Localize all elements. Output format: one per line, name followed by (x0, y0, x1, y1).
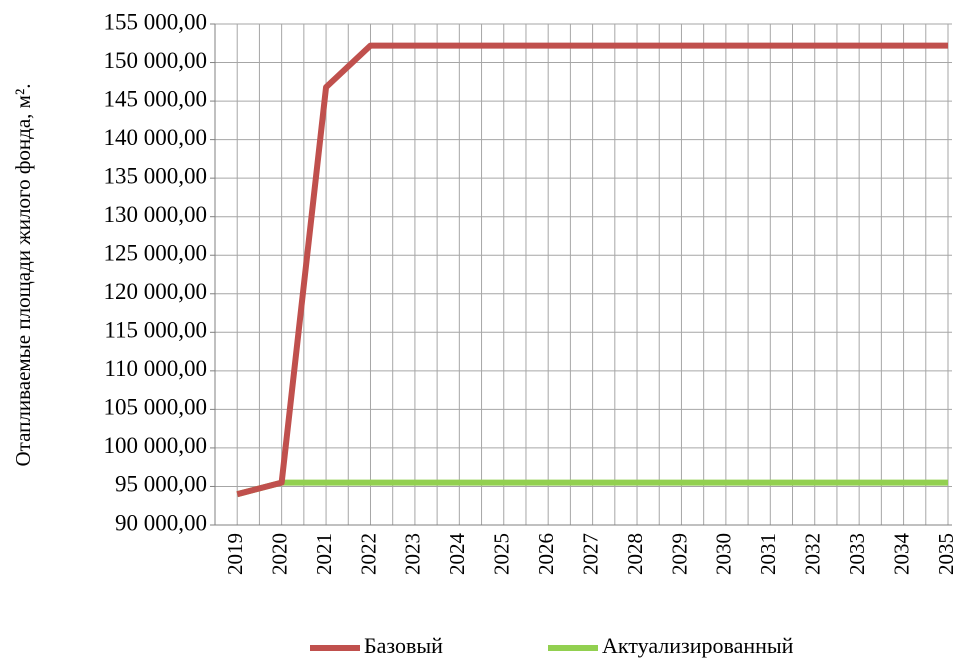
y-tick-label: 120 000,00 (104, 279, 208, 304)
x-tick-label: 2020 (267, 533, 291, 575)
series-line (236, 42, 948, 498)
y-tick-label: 135 000,00 (104, 163, 208, 188)
x-tick-label: 2029 (667, 533, 691, 575)
x-tick-label: 2028 (623, 533, 647, 575)
series-line (236, 479, 948, 498)
y-tick-label: 155 000,00 (104, 9, 208, 34)
x-tick-label: 2031 (756, 533, 780, 575)
legend-label: Актуализированный (602, 633, 794, 658)
x-tick-label: 2030 (712, 533, 736, 575)
y-tick-label: 95 000,00 (115, 472, 207, 497)
y-tick-label: 130 000,00 (104, 202, 208, 227)
x-tick-label: 2022 (356, 533, 380, 575)
y-tick-label: 90 000,00 (115, 510, 207, 535)
x-tick-label: 2024 (445, 533, 469, 576)
x-tick-label: 2032 (801, 533, 825, 575)
x-tick-label: 2035 (934, 533, 958, 575)
x-tick-label: 2021 (312, 533, 336, 575)
x-tick-label: 2027 (578, 533, 602, 575)
y-tick-label: 140 000,00 (104, 125, 208, 150)
y-tick-label: 150 000,00 (104, 48, 208, 73)
x-tick-label: 2026 (534, 533, 558, 575)
y-tick-label: 125 000,00 (104, 241, 208, 266)
y-tick-label: 100 000,00 (104, 433, 208, 458)
legend-label: Базовый (364, 633, 443, 658)
x-tick-label: 2033 (845, 533, 869, 575)
x-tick-label: 2025 (490, 533, 514, 575)
y-tick-label: 105 000,00 (104, 395, 208, 420)
x-tick-label: 2023 (401, 533, 425, 575)
y-tick-label: 110 000,00 (104, 356, 207, 381)
y-axis-title: Отапливаемые площади жилого фонда, м². (11, 84, 35, 467)
x-tick-label: 2034 (889, 533, 913, 576)
y-tick-label: 115 000,00 (104, 318, 207, 343)
x-tick-label: 2019 (223, 533, 247, 575)
y-tick-label: 145 000,00 (104, 86, 208, 111)
